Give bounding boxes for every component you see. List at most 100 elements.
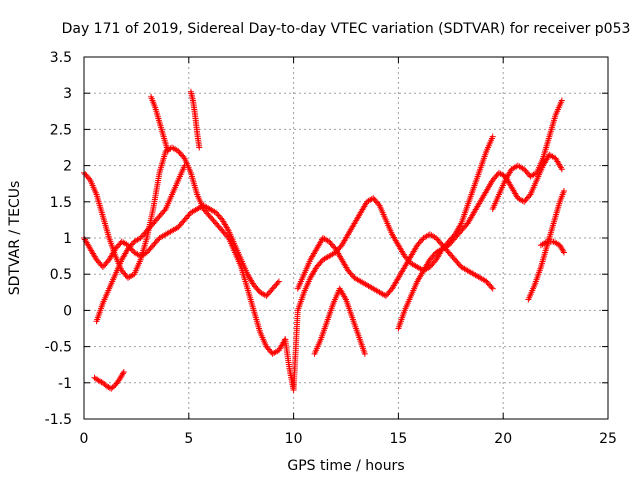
data-point [264,291,271,298]
chart-title: Day 171 of 2019, Sidereal Day-to-day VTE… [62,21,631,37]
data-point [415,240,422,247]
data-point [265,290,272,297]
data-point [374,199,381,206]
data-point [216,224,223,231]
y-tick-label: -1 [58,376,72,392]
data-point [523,169,530,176]
data-point [158,210,165,217]
data-point [522,167,529,174]
data-point [492,174,499,181]
data-point [489,285,496,292]
data-point [436,239,443,246]
data-point [521,198,528,205]
data-point [125,245,132,252]
data-point [446,240,453,247]
data-point [458,227,465,234]
data-point [146,246,153,253]
data-point [101,262,108,269]
data-point [275,278,282,285]
data-point [145,226,152,233]
data-point [385,290,392,297]
data-point [455,261,462,268]
data-point [361,350,368,357]
data-point [484,279,491,286]
data-point [155,214,162,221]
data-point [184,214,191,221]
data-point [119,269,126,276]
data-point [102,261,109,268]
data-point [211,219,218,226]
y-tick-label: 1 [63,231,72,247]
series-track-i [311,285,368,357]
data-point [137,235,144,241]
data-point [152,239,159,246]
data-point [119,370,126,377]
data-point [453,258,460,265]
series-track-f [187,88,203,151]
data-point [84,174,91,181]
data-point [264,345,271,352]
data-point [314,262,321,269]
data-point [313,263,320,270]
data-point [384,291,391,298]
data-point [151,219,158,226]
y-tick-label: 0.5 [50,267,72,283]
axis-ticks [83,56,609,420]
data-point [462,223,469,230]
data-point [141,230,148,237]
data-point [346,269,353,276]
data-point [116,241,123,248]
data-point [489,133,496,140]
data-point [483,278,490,285]
data-point [526,193,533,200]
data-point [434,236,441,243]
data-point [317,259,324,266]
series-track-h [294,231,496,299]
data-point [558,166,565,173]
series-track-c [93,162,188,325]
data-point [428,255,435,262]
data-point [150,242,157,249]
data-point [488,284,495,291]
data-point [182,215,189,222]
data-point [121,270,128,277]
data-point [382,292,389,299]
data-point [138,233,145,240]
data-point [560,187,567,194]
data-point [216,214,223,221]
data-point [270,284,277,291]
data-point [161,207,168,214]
data-point [263,292,270,299]
data-point [274,279,281,286]
data-point [147,245,154,252]
data-point [114,242,121,249]
y-tick-label: 3.5 [50,50,72,66]
data-point [254,286,261,293]
data-point [430,259,437,266]
data-point [205,211,212,218]
data-point [438,240,445,247]
series-track-k [489,97,565,213]
data-point [160,208,167,215]
data-point [83,172,90,179]
data-point [487,282,494,289]
series-track-e [148,93,171,155]
data-point [418,237,425,244]
x-tick-label: 15 [389,431,407,447]
data-point [82,171,89,178]
data-point [177,151,184,158]
data-point [210,217,217,224]
data-point [196,144,203,151]
data-point [316,261,323,268]
data-point [435,237,442,244]
data-point [214,221,221,228]
data-point [489,177,496,184]
series-track-m [537,238,567,256]
data-point [522,197,529,204]
x-tick-label: 0 [80,431,89,447]
data-point [401,253,408,260]
data-point [328,241,335,248]
data-point [148,221,155,228]
data-point [126,244,133,251]
data-point [180,218,187,225]
